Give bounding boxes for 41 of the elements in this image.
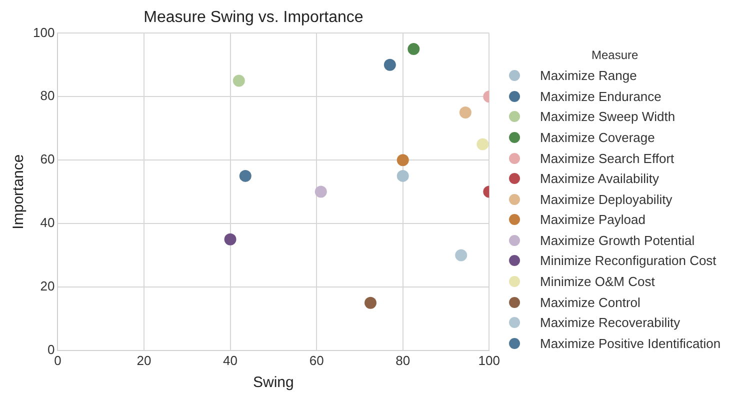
x-tick-label: 40: [223, 352, 238, 368]
legend-title: Measure: [590, 48, 640, 62]
x-tick-label: 80: [396, 352, 410, 368]
legend-label: Maximize Deployability: [540, 192, 672, 207]
point: [364, 296, 376, 309]
legend-label: Maximize Endurance: [540, 88, 662, 104]
y-tick-label: 0: [47, 342, 55, 357]
legend-label: Maximize Range: [540, 68, 637, 84]
point: [459, 106, 472, 118]
y-tick-label: 60: [40, 152, 55, 167]
point: [476, 138, 489, 150]
y-tick-label: 100: [32, 24, 55, 40]
point: [455, 249, 468, 262]
legend-label: Maximize Control: [540, 294, 640, 310]
point: [232, 74, 245, 87]
y-tick-label: 20: [40, 278, 55, 294]
point: [396, 170, 409, 182]
legend-label: Maximize Growth Potential: [540, 232, 695, 248]
point: [408, 43, 420, 56]
legend-label: Minimize Reconfiguration Cost: [540, 253, 716, 268]
x-tick-label: 20: [136, 352, 152, 368]
point: [224, 233, 236, 246]
legend-label: Minimize O&M Cost: [540, 274, 655, 290]
legend-label: Maximize Sweep Width: [540, 109, 676, 124]
legend-label: Maximize Positive Identification: [540, 336, 721, 351]
legend-label: Maximize Coverage: [540, 130, 655, 145]
x-tick-label: 100: [478, 352, 500, 368]
point: [239, 170, 252, 182]
legend-label: Maximize Payload: [540, 212, 646, 228]
legend-label: Maximize Recoverability: [540, 315, 680, 330]
point: [384, 58, 396, 71]
y-tick-label: 40: [40, 215, 55, 230]
legend-label: Maximize Availability: [540, 171, 659, 186]
point: [396, 154, 409, 166]
x-axis-title: Swing: [252, 374, 294, 392]
point: [314, 186, 327, 198]
y-tick-label: 80: [40, 88, 55, 104]
y-axis-title: Importance: [10, 154, 28, 230]
legend-label: Maximize Search Effort: [540, 150, 674, 166]
x-tick-label: 60: [309, 352, 324, 368]
chart-title: Measure Swing vs. Importance: [144, 9, 364, 26]
